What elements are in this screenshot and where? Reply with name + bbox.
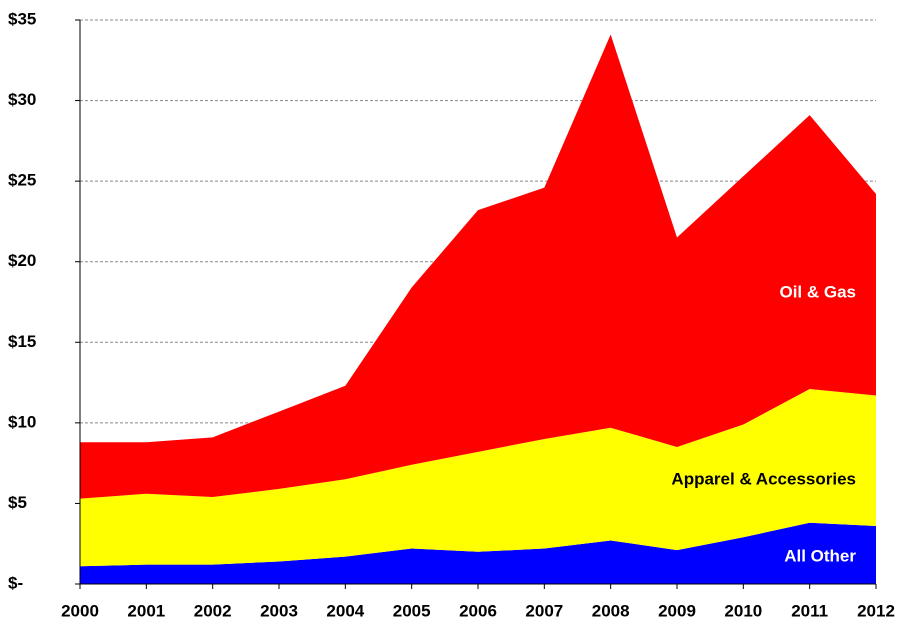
area (80, 34, 876, 499)
area (80, 389, 876, 567)
x-tick-label: 2003 (260, 601, 298, 620)
x-tick-label: 2006 (459, 601, 497, 620)
y-tick-label: $5 (8, 493, 27, 512)
x-tick-label: 2000 (61, 601, 99, 620)
y-tick-label: $15 (8, 332, 36, 351)
x-tick-label: 2002 (194, 601, 232, 620)
x-tick-label: 2008 (592, 601, 630, 620)
series-label: Apparel & Accessories (671, 469, 856, 488)
x-tick-label: 2004 (326, 601, 364, 620)
y-tick-label: $30 (8, 90, 36, 109)
x-tick-label: 2012 (857, 601, 895, 620)
x-tick-label: 2005 (393, 601, 431, 620)
series-label: Oil & Gas (779, 282, 856, 301)
area (80, 522, 876, 584)
x-tick-label: 2009 (658, 601, 696, 620)
x-tick-label: 2010 (724, 601, 762, 620)
y-tick-label: $35 (8, 9, 36, 28)
series-label: All Other (784, 546, 856, 565)
y-tick-label: $10 (8, 412, 36, 431)
y-tick-label: $25 (8, 171, 36, 190)
y-tick-label: $20 (8, 251, 36, 270)
x-tick-label: 2007 (525, 601, 563, 620)
y-tick-label: $- (8, 573, 23, 592)
x-tick-label: 2011 (791, 601, 828, 620)
x-tick-label: 2001 (127, 601, 165, 620)
